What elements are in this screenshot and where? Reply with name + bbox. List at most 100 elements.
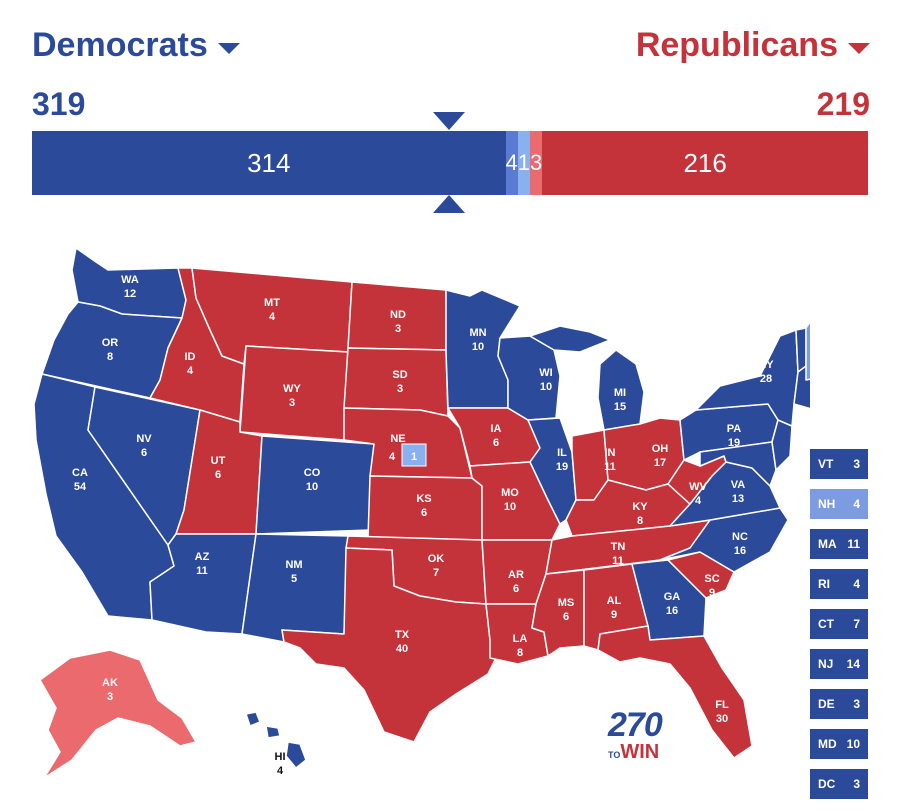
label-FL-abbr: FL — [715, 699, 729, 711]
label-IN-votes: 11 — [604, 461, 616, 473]
label-HI-abbr: HI — [275, 751, 286, 763]
label-ND-votes: 3 — [395, 323, 401, 335]
majority-marker-bottom-icon — [433, 195, 465, 213]
republicans-dropdown[interactable]: Republicans — [636, 26, 870, 65]
state-AK[interactable] — [39, 649, 197, 779]
label-SD-abbr: SD — [392, 369, 407, 381]
small-state-votes: 10 — [846, 737, 860, 751]
label-WI-votes: 10 — [540, 381, 552, 393]
logo-number: 270 — [608, 706, 663, 744]
ne-district-votes: 1 — [411, 451, 417, 463]
label-WY-votes: 3 — [289, 397, 295, 409]
state-MI-UP[interactable] — [529, 325, 611, 353]
logo-to: TO — [608, 750, 621, 760]
label-OH-abbr: OH — [652, 443, 669, 455]
label-OK-abbr: OK — [428, 553, 445, 565]
label-TN-abbr: TN — [611, 541, 626, 553]
label-AK-votes: 3 — [107, 691, 113, 703]
label-AR-votes: 6 — [513, 583, 519, 595]
small-state-de[interactable]: DE 3 — [810, 689, 868, 719]
state-TX[interactable] — [281, 547, 497, 743]
label-WI-abbr: WI — [539, 367, 552, 379]
state-VT[interactable] — [795, 327, 807, 373]
label-UT-abbr: UT — [211, 455, 226, 467]
small-state-abbr: RI — [818, 577, 830, 591]
label-KY-votes: 8 — [637, 515, 643, 527]
state-SD[interactable] — [343, 347, 449, 417]
label-MI-abbr: MI — [614, 387, 626, 399]
small-state-abbr: DC — [818, 777, 836, 791]
bar-segment-2: 1 — [517, 131, 531, 195]
label-MS-abbr: MS — [558, 597, 575, 609]
label-HI-votes: 4 — [277, 765, 284, 777]
label-CA-votes: 54 — [74, 481, 87, 493]
label-TN-votes: 11 — [612, 555, 624, 567]
small-state-votes: 7 — [853, 617, 860, 631]
small-state-nh[interactable]: NH 4 — [810, 489, 868, 519]
small-state-ma[interactable]: MA 11 — [810, 529, 868, 559]
label-CO-votes: 10 — [306, 481, 318, 493]
state-NC[interactable] — [659, 507, 789, 573]
label-AL-votes: 9 — [611, 609, 617, 621]
small-state-ct[interactable]: CT 7 — [810, 609, 868, 639]
label-WY-abbr: WY — [283, 383, 301, 395]
label-ID-votes: 4 — [187, 365, 194, 377]
state-HI[interactable] — [285, 741, 307, 769]
small-state-nj[interactable]: NJ 14 — [810, 649, 868, 679]
small-state-abbr: DE — [818, 697, 835, 711]
democrats-total: 319 — [32, 86, 86, 122]
state-NM[interactable] — [241, 533, 349, 643]
democrats-dropdown[interactable]: Democrats — [32, 26, 240, 65]
label-VA-votes: 13 — [732, 493, 744, 505]
label-MO-votes: 10 — [504, 501, 516, 513]
small-state-abbr: NJ — [818, 657, 834, 671]
small-state-ri[interactable]: RI 4 — [810, 569, 868, 599]
label-NV-abbr: NV — [136, 433, 152, 445]
us-electoral-map[interactable]: 1 1 WA 12 OR 8 CA 54 NV 6 ID 4 MT 4 WY 3… — [0, 230, 810, 812]
state-NH[interactable] — [805, 316, 810, 381]
state-HI-3[interactable] — [265, 725, 281, 739]
small-state-vt[interactable]: VT 3 — [810, 449, 868, 479]
small-state-dc[interactable]: DC 3 — [810, 769, 868, 799]
chevron-down-icon — [217, 43, 240, 54]
label-NC-abbr: NC — [732, 531, 748, 543]
small-state-abbr: MD — [818, 737, 837, 751]
small-state-votes: 4 — [853, 577, 860, 591]
label-AK-abbr: AK — [102, 677, 118, 689]
label-TX-abbr: TX — [395, 629, 410, 641]
state-FL[interactable] — [597, 625, 753, 759]
label-MN-votes: 10 — [472, 341, 484, 353]
label-WV-votes: 4 — [695, 495, 702, 507]
label-MO-abbr: MO — [501, 487, 519, 499]
label-WV-abbr: WV — [689, 481, 707, 493]
state-MI[interactable] — [597, 349, 645, 431]
label-IL-abbr: IL — [557, 447, 567, 459]
label-IA-votes: 6 — [493, 437, 499, 449]
small-state-votes: 11 — [847, 537, 860, 551]
270towin-logo: 270 TOWIN — [608, 706, 663, 765]
label-AL-abbr: AL — [607, 595, 622, 607]
state-HI-2[interactable] — [245, 711, 261, 727]
label-GA-abbr: GA — [664, 591, 681, 603]
small-state-abbr: VT — [818, 457, 834, 471]
label-MN-abbr: MN — [469, 327, 486, 339]
label-LA-votes: 8 — [517, 647, 523, 659]
label-NV-votes: 6 — [141, 447, 147, 459]
state-NJ[interactable] — [771, 419, 793, 471]
label-PA-votes: 19 — [728, 437, 740, 449]
label-CA-abbr: CA — [72, 467, 88, 479]
ne-district-box[interactable] — [401, 443, 427, 467]
small-state-abbr: CT — [818, 617, 834, 631]
chevron-down-icon — [848, 43, 870, 54]
electoral-vote-bar: 314 4 1 3 216 — [32, 131, 868, 195]
label-TX-votes: 40 — [396, 643, 408, 655]
small-state-md[interactable]: MD 10 — [810, 729, 868, 759]
label-GA-votes: 16 — [666, 605, 678, 617]
label-NM-votes: 5 — [291, 573, 297, 585]
state-IL[interactable] — [527, 417, 577, 525]
small-state-votes: 14 — [846, 657, 860, 671]
small-state-votes: 3 — [853, 697, 860, 711]
label-WA-votes: 12 — [124, 288, 136, 300]
republicans-total: 219 — [816, 86, 870, 122]
label-OR-abbr: OR — [102, 337, 119, 349]
